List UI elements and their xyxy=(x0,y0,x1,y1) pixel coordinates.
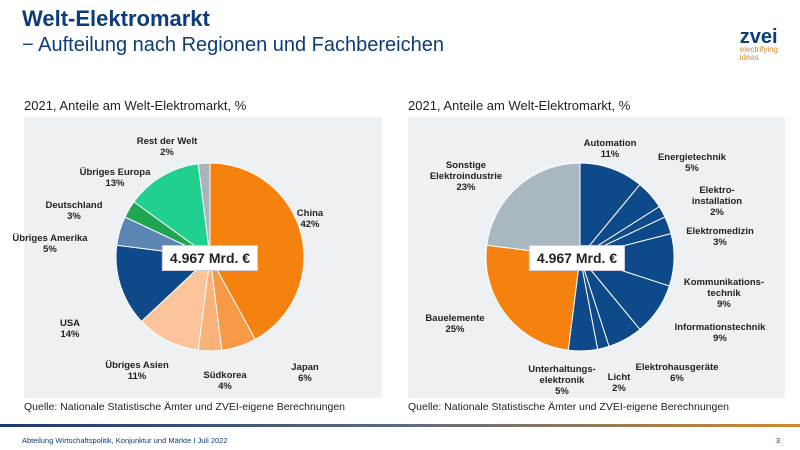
zvei-logo: zvei electrifying ideas xyxy=(739,26,778,62)
footer-text: Abteilung Wirtschaftspolitik, Konjunktur… xyxy=(22,436,228,445)
page-subtitle: − Aufteilung nach Regionen und Fachberei… xyxy=(22,34,444,56)
pie-slice-sonstigeelektroindustrie xyxy=(486,162,581,258)
slice-label: Elektro-installation 2% xyxy=(691,185,743,218)
slice-label: Unterhaltungs-elektronik 5% xyxy=(528,364,596,397)
slice-label: Übriges Europa 13% xyxy=(79,167,151,189)
slice-label: Südkorea 4% xyxy=(203,370,247,392)
slice-label: Übriges Amerika 5% xyxy=(12,233,88,255)
slice-label: Bauelemente 25% xyxy=(425,313,485,335)
slice-label: Automation 11% xyxy=(583,138,637,160)
source-note-sectors: Quelle: Nationale Statistische Ämter und… xyxy=(408,401,730,413)
pie-slice-übriges-europa xyxy=(133,163,211,259)
pie-slice-bauelemente xyxy=(485,244,581,351)
slice-label: Kommunikations-technik 9% xyxy=(683,277,765,310)
slice-label: Elektrohausgeräte 6% xyxy=(635,362,719,384)
slice-label: Informationstechnik 9% xyxy=(674,322,766,344)
slice-label: USA 14% xyxy=(59,318,81,340)
slice-label: Energietechnik 5% xyxy=(657,152,727,174)
pie-slice-übriges-asien xyxy=(140,255,211,351)
slice-label: Licht 2% xyxy=(607,372,631,394)
center-total-sectors: 4.967 Mrd. € xyxy=(528,245,626,271)
slice-label: Rest der Welt 2% xyxy=(136,136,198,158)
page-number: 3 xyxy=(775,436,780,445)
chart-title-regions: 2021, Anteile am Welt-Elektromarkt, % xyxy=(24,98,247,113)
slice-label: Deutschland 3% xyxy=(45,200,103,222)
source-note-regions: Quelle: Nationale Statistische Ämter und… xyxy=(24,401,346,413)
slice-label: Elektromedizin 3% xyxy=(686,226,754,248)
slice-label: Übriges Asien 11% xyxy=(105,360,169,382)
center-total-regions: 4.967 Mrd. € xyxy=(161,245,259,271)
footer-divider xyxy=(0,424,800,427)
slice-label: Japan 6% xyxy=(291,362,319,384)
pie-slice-automation xyxy=(579,162,641,259)
slice-label: China 42% xyxy=(296,208,324,230)
chart-title-sectors: 2021, Anteile am Welt-Elektromarkt, % xyxy=(408,98,631,113)
slice-label: Sonstige Elektroindustrie 23% xyxy=(429,160,503,193)
pie-slice-rest-der-welt xyxy=(197,162,211,258)
page-title: Welt-Elektromarkt xyxy=(22,6,210,31)
